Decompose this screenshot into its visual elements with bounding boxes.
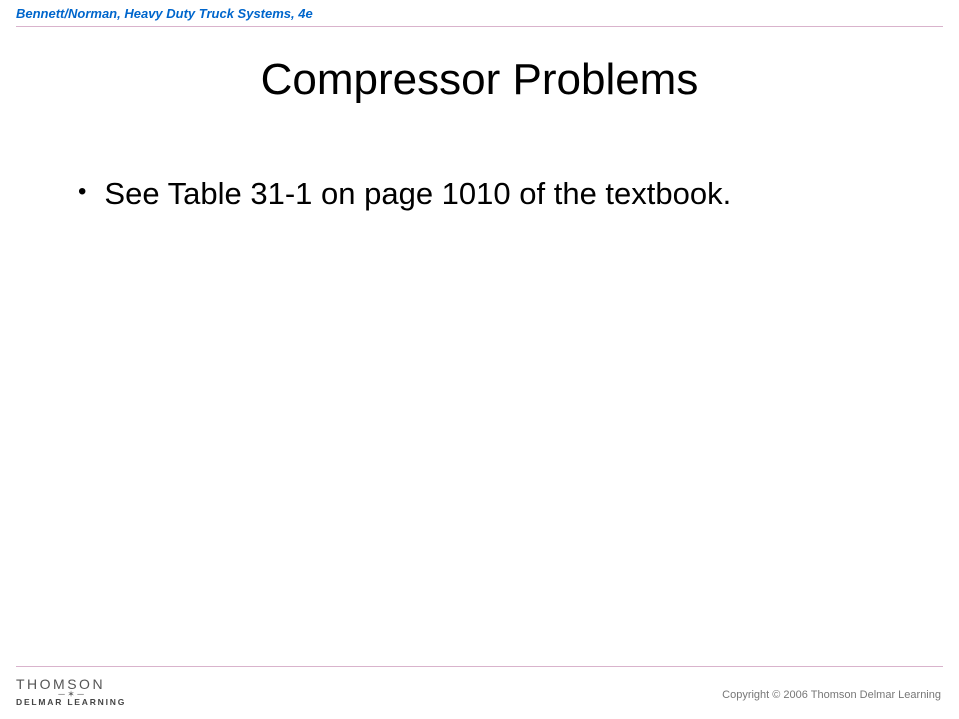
bullet-item: • See Table 31-1 on page 1010 of the tex… (78, 175, 919, 212)
footer-divider (16, 666, 943, 667)
footer-copyright: Copyright © 2006 Thomson Delmar Learning (722, 689, 941, 701)
bullet-list: • See Table 31-1 on page 1010 of the tex… (78, 175, 919, 212)
header-source-text: Bennett/Norman, Heavy Duty Truck Systems… (16, 6, 313, 21)
bullet-dot-icon: • (78, 175, 86, 209)
footer-brand-sub: DELMAR LEARNING (16, 697, 126, 707)
header-divider (16, 26, 943, 27)
slide-title: Compressor Problems (0, 55, 959, 105)
footer-brand: THOMSON ─ ✶ ─ DELMAR LEARNING (16, 676, 126, 707)
bullet-text: See Table 31-1 on page 1010 of the textb… (104, 175, 731, 212)
